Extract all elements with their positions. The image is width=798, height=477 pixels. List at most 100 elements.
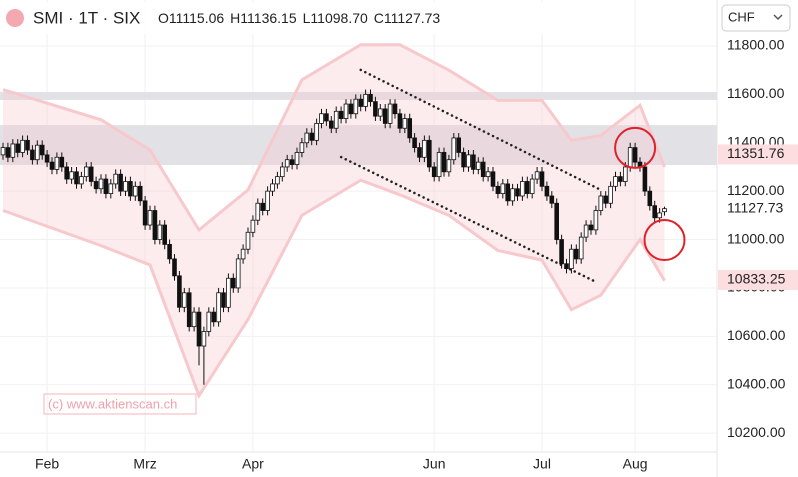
candle-body bbox=[186, 292, 192, 328]
candle-body bbox=[59, 156, 65, 168]
candle-body bbox=[583, 224, 589, 238]
zone bbox=[0, 91, 717, 100]
candle-body bbox=[426, 139, 432, 168]
y-tick-label: 11200.00 bbox=[727, 182, 785, 198]
candle-body bbox=[157, 224, 163, 240]
candle-body bbox=[196, 311, 202, 347]
candle-body bbox=[304, 132, 310, 144]
price-marker: 11127.73 bbox=[727, 199, 784, 215]
candle-body bbox=[15, 143, 21, 153]
candle-body bbox=[485, 171, 491, 178]
x-tick-label: Feb bbox=[35, 456, 59, 472]
candle-body bbox=[333, 110, 339, 129]
candle-body bbox=[167, 243, 172, 260]
watermark-box bbox=[43, 393, 197, 415]
candle-body bbox=[627, 147, 633, 168]
candle-body bbox=[5, 147, 11, 158]
candle-body bbox=[123, 181, 128, 192]
candle-body bbox=[495, 185, 501, 194]
y-tick-label: 11800.00 bbox=[727, 37, 785, 53]
ohlc-value: 11127.73 bbox=[384, 10, 441, 26]
chart-title: SMI · 1T · SIX bbox=[33, 8, 140, 27]
candle-body bbox=[142, 200, 148, 226]
ohlc-value: 11115.06 bbox=[169, 10, 224, 26]
candle-body bbox=[353, 98, 359, 115]
candle-body bbox=[588, 224, 594, 231]
candle-body bbox=[108, 183, 114, 194]
candle-body bbox=[431, 166, 437, 178]
candle-body bbox=[608, 185, 613, 204]
y-tick-label: 10600.00 bbox=[727, 327, 786, 343]
candle-body bbox=[578, 236, 584, 260]
candle-body bbox=[402, 118, 408, 129]
candle-body bbox=[505, 183, 510, 202]
candle-body bbox=[191, 311, 197, 328]
ohlc-key: L bbox=[303, 10, 311, 26]
candle-body bbox=[226, 277, 231, 308]
watermark: (c) www.aktienscan.ch bbox=[48, 396, 177, 411]
candle-body bbox=[603, 195, 608, 204]
candle-body bbox=[113, 173, 119, 185]
candle-body bbox=[534, 171, 540, 180]
ohlc-value: 11136.15 bbox=[240, 10, 297, 26]
candle-body bbox=[255, 202, 261, 221]
candle-body bbox=[348, 103, 354, 115]
trendline bbox=[359, 68, 603, 192]
highlight-circle bbox=[614, 126, 657, 169]
candle-body bbox=[525, 181, 530, 194]
candle-body bbox=[69, 171, 74, 180]
candle-body bbox=[265, 190, 270, 211]
candle-body bbox=[88, 166, 94, 182]
candle-body bbox=[118, 173, 123, 192]
candle-body bbox=[103, 178, 109, 194]
y-tick-label: 10400.00 bbox=[727, 375, 786, 391]
candle-body bbox=[574, 248, 579, 260]
candle-body bbox=[510, 188, 515, 202]
candle-body bbox=[407, 118, 412, 139]
candle-body bbox=[39, 144, 45, 156]
candle-body bbox=[147, 210, 153, 226]
candle-body bbox=[230, 277, 236, 289]
chevron bbox=[773, 14, 783, 21]
candle-body bbox=[397, 113, 403, 129]
candle-body bbox=[480, 161, 486, 178]
candle-body bbox=[549, 195, 555, 204]
candle-body bbox=[632, 147, 638, 163]
ohlc: O11115.06 H11136.15 L11098.70 C11127.73 bbox=[158, 10, 440, 26]
candle-body bbox=[544, 185, 550, 197]
candle-body bbox=[377, 108, 383, 117]
candle-body bbox=[569, 248, 574, 269]
candle-body bbox=[368, 93, 373, 103]
candle-body bbox=[279, 166, 285, 178]
x-tick-label: Jun bbox=[423, 456, 446, 472]
candle-body bbox=[44, 154, 50, 163]
candle-body bbox=[289, 159, 295, 165]
candle-body bbox=[554, 202, 559, 240]
candle-body bbox=[657, 212, 662, 219]
candle-body bbox=[422, 139, 427, 158]
candle-body bbox=[529, 178, 535, 194]
candle-body bbox=[363, 93, 368, 107]
candle-body bbox=[250, 219, 256, 233]
highlight-circle bbox=[643, 219, 686, 262]
ohlc-key: H bbox=[230, 10, 240, 26]
candle-body bbox=[417, 147, 422, 158]
candle-body bbox=[490, 171, 496, 187]
candle-body bbox=[0, 147, 6, 156]
candle-body bbox=[260, 202, 265, 211]
candle-body bbox=[338, 110, 344, 119]
candle-body bbox=[54, 156, 60, 170]
currency-select[interactable] bbox=[721, 4, 791, 32]
candle-body bbox=[471, 154, 476, 170]
candle-body bbox=[461, 152, 466, 168]
ohlc-value: 11098.70 bbox=[310, 10, 368, 26]
candle-body bbox=[564, 263, 569, 269]
candle-body bbox=[93, 181, 99, 190]
candle-body bbox=[64, 166, 70, 180]
candle-body bbox=[662, 208, 667, 213]
price-marker: 10833.25 bbox=[727, 271, 786, 287]
candle-body bbox=[373, 101, 378, 117]
envelope-line bbox=[2, 43, 666, 233]
